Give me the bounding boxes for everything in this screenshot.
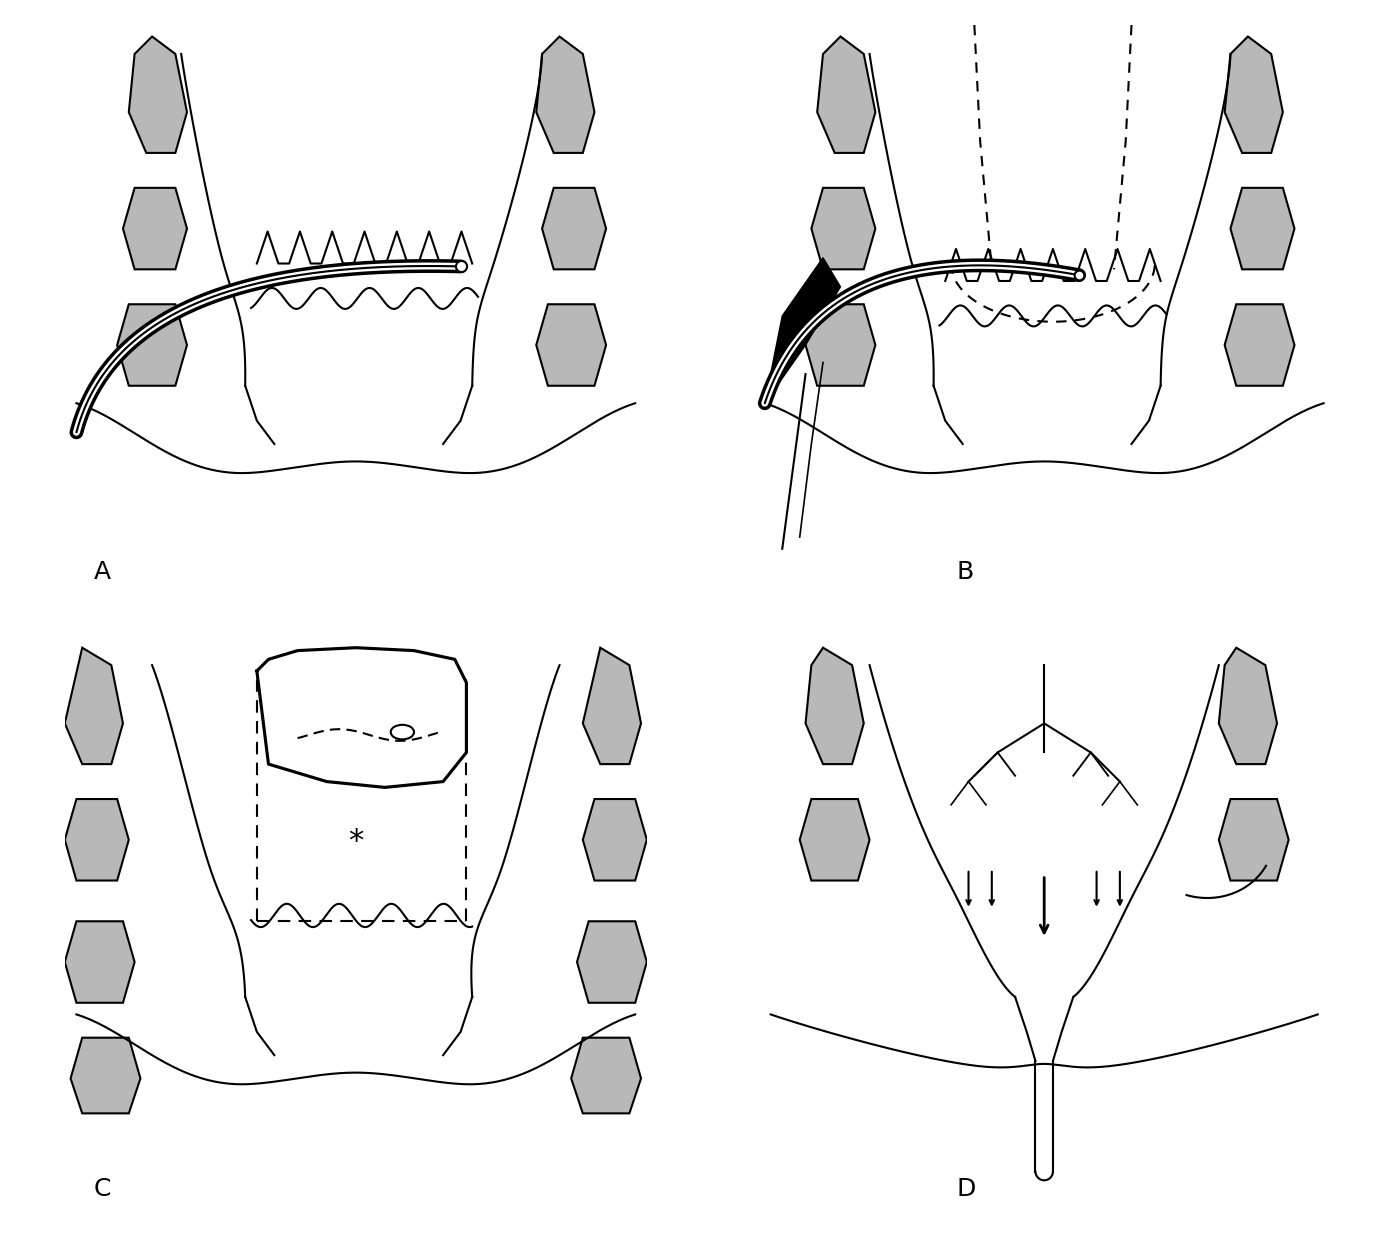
Polygon shape	[582, 648, 641, 764]
Polygon shape	[123, 188, 188, 270]
Polygon shape	[536, 305, 606, 385]
Polygon shape	[818, 36, 875, 153]
Polygon shape	[799, 799, 869, 880]
Polygon shape	[577, 921, 647, 1003]
Polygon shape	[256, 648, 466, 787]
Text: B: B	[956, 559, 974, 584]
Polygon shape	[118, 305, 188, 385]
Polygon shape	[129, 36, 188, 153]
Polygon shape	[542, 188, 606, 270]
Polygon shape	[1225, 305, 1295, 385]
Polygon shape	[764, 257, 840, 403]
Polygon shape	[1219, 648, 1277, 764]
Polygon shape	[64, 921, 134, 1003]
Text: C: C	[94, 1177, 111, 1201]
Polygon shape	[1231, 188, 1295, 270]
Text: D: D	[956, 1177, 976, 1201]
Polygon shape	[1225, 36, 1282, 153]
Polygon shape	[64, 648, 123, 764]
Text: $*$: $*$	[347, 825, 364, 854]
Polygon shape	[582, 799, 647, 880]
Text: A: A	[94, 559, 111, 584]
Polygon shape	[812, 188, 875, 270]
Ellipse shape	[391, 725, 414, 740]
Polygon shape	[1219, 799, 1288, 880]
Polygon shape	[805, 305, 875, 385]
Polygon shape	[805, 648, 864, 764]
Polygon shape	[64, 799, 129, 880]
Polygon shape	[70, 1038, 140, 1114]
Polygon shape	[536, 36, 595, 153]
Polygon shape	[571, 1038, 641, 1114]
